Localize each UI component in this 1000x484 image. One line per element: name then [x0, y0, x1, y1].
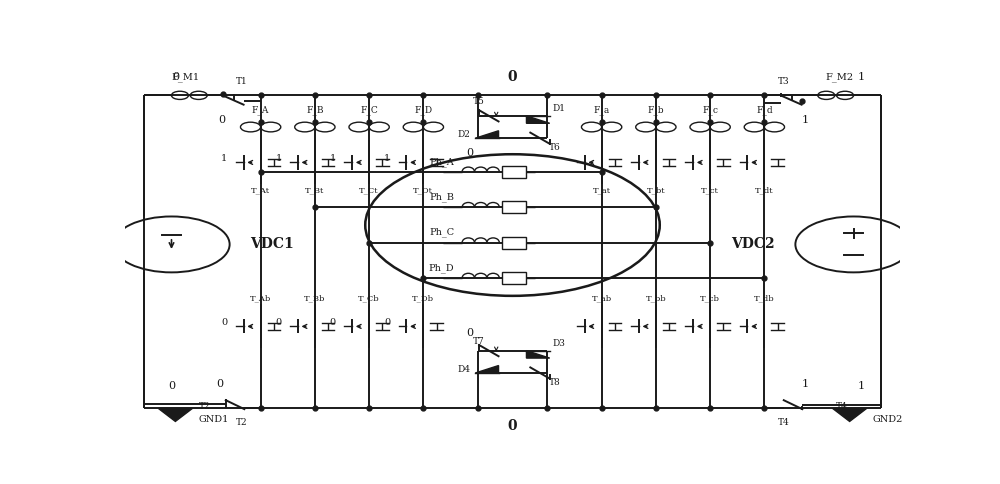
Text: VDC2: VDC2	[731, 238, 775, 251]
Bar	[502, 237, 526, 248]
Text: T_At: T_At	[251, 186, 270, 194]
Text: D3: D3	[553, 339, 565, 348]
Text: 1: 1	[384, 154, 390, 164]
Text: T8: T8	[549, 378, 561, 387]
Text: 0: 0	[466, 148, 473, 158]
Text: 0: 0	[221, 318, 227, 327]
Text: 1: 1	[330, 154, 336, 164]
Text: T4: T4	[778, 418, 790, 427]
Polygon shape	[526, 116, 550, 123]
Text: 0: 0	[216, 379, 223, 389]
Bar	[502, 201, 526, 213]
Text: F_d: F_d	[756, 106, 773, 115]
Text: F_b: F_b	[648, 106, 664, 115]
Polygon shape	[158, 408, 192, 422]
Text: T7: T7	[473, 337, 485, 346]
Text: 0: 0	[275, 318, 282, 327]
Text: T5: T5	[473, 97, 485, 106]
Text: F_M2: F_M2	[825, 73, 854, 82]
Text: T_at: T_at	[593, 186, 611, 194]
Text: 1: 1	[802, 115, 809, 124]
Text: F_A: F_A	[252, 106, 269, 115]
Text: T_Db: T_Db	[412, 295, 434, 303]
Polygon shape	[526, 350, 550, 358]
Polygon shape	[475, 131, 499, 138]
Text: T_Cb: T_Cb	[358, 295, 380, 303]
Text: Ph_B: Ph_B	[429, 192, 454, 202]
Text: 1: 1	[221, 154, 227, 164]
Text: F_M1: F_M1	[171, 73, 200, 82]
Text: F_c: F_c	[702, 106, 718, 115]
Text: 0: 0	[218, 115, 225, 124]
Text: T_db: T_db	[754, 295, 775, 303]
Text: T_Ab: T_Ab	[250, 295, 271, 303]
Text: 0: 0	[330, 318, 336, 327]
Text: 1: 1	[275, 154, 282, 164]
Polygon shape	[833, 408, 867, 422]
Text: T_dt: T_dt	[755, 186, 774, 194]
Text: 0: 0	[508, 71, 517, 85]
Text: F_C: F_C	[360, 106, 378, 115]
Text: T_Bt: T_Bt	[305, 186, 325, 194]
Text: D1: D1	[552, 104, 566, 113]
Text: T_bb: T_bb	[646, 295, 666, 303]
Text: T_Dt: T_Dt	[413, 186, 433, 194]
Text: T_ab: T_ab	[592, 295, 612, 303]
Text: 0: 0	[172, 73, 179, 82]
Text: F_D: F_D	[414, 106, 432, 115]
Text: Ph_D: Ph_D	[429, 263, 454, 273]
Text: T2: T2	[235, 418, 247, 427]
Text: T_ct: T_ct	[701, 186, 719, 194]
Text: F_B: F_B	[306, 106, 324, 115]
Text: Ph_C: Ph_C	[429, 227, 454, 237]
Text: GND2: GND2	[873, 415, 903, 424]
Text: 0: 0	[384, 318, 390, 327]
Text: Ph_A: Ph_A	[430, 157, 454, 166]
Text: 1: 1	[858, 381, 865, 391]
Bar	[502, 272, 526, 284]
Text: 1: 1	[858, 73, 865, 82]
Text: GND1: GND1	[199, 415, 229, 424]
Text: T_cb: T_cb	[700, 295, 720, 303]
Text: T1: T1	[235, 76, 247, 86]
Text: T_Ct: T_Ct	[359, 186, 379, 194]
Text: D2: D2	[457, 130, 470, 139]
Bar	[502, 166, 526, 178]
Polygon shape	[475, 365, 499, 373]
Text: T3: T3	[778, 76, 790, 86]
Text: F_a: F_a	[594, 106, 610, 115]
Text: 0: 0	[466, 328, 473, 338]
Text: 0: 0	[508, 419, 517, 433]
Text: D4: D4	[457, 365, 470, 374]
Text: T2: T2	[199, 402, 210, 411]
Text: 1: 1	[802, 379, 809, 389]
Text: T4: T4	[836, 402, 848, 411]
Text: VDC1: VDC1	[250, 238, 294, 251]
Text: T_Bb: T_Bb	[304, 295, 326, 303]
Text: T_bt: T_bt	[647, 186, 665, 194]
Text: 0: 0	[168, 381, 175, 391]
Text: T6: T6	[549, 143, 561, 152]
